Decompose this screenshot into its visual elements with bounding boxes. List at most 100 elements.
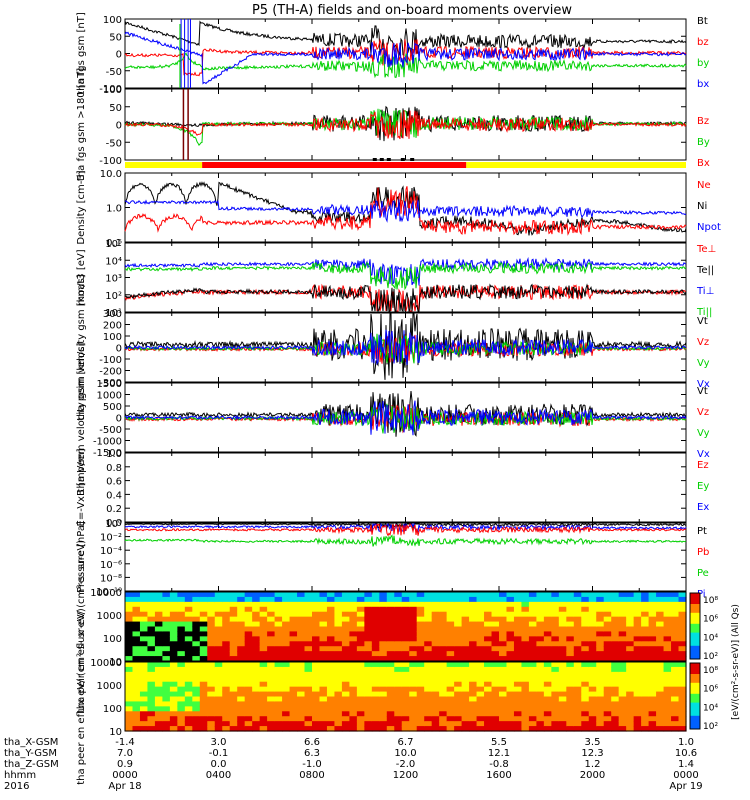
spectro-electron-cell [319,711,328,717]
spectro-electron-cell [252,671,261,678]
spectro-electron-cell [648,726,657,732]
spectro-electron-cell [588,671,597,678]
spectro-electron-cell [394,662,403,668]
spectro-ion-cell [678,601,687,608]
spectro-ion-cell [431,611,440,618]
spectro-electron-cell [521,711,530,717]
spectro-ion-cell [499,601,508,608]
spectro-ion-cell [648,641,657,647]
spectro-electron-cell [476,691,485,698]
spectro-ion-cell [125,606,134,613]
spectro-electron-cell [379,706,388,712]
spectro-electron-cell [207,696,216,703]
spectro-electron-cell [528,701,537,707]
spectro-electron-cell [461,662,470,668]
spectro-ion-cell [431,621,440,628]
spectro-ion-cell [536,651,545,657]
spectro-electron-cell [184,721,193,727]
spectro-ion-cell [551,592,560,598]
spectro-electron-cell [558,726,567,732]
y-tick-label: -50 [106,67,122,78]
spectro-ion-cell [259,646,268,652]
spectro-electron-cell [641,711,650,717]
spectro-electron-cell [379,671,388,678]
spectro-electron-cell [326,716,336,722]
spectro-ion-cell [386,641,395,647]
spectro-electron-cell [184,671,193,678]
spectro-ion-cell [364,631,373,637]
spectro-electron-cell [199,662,208,668]
spectro-ion-cell [543,601,552,608]
spectro-electron-cell [154,666,163,673]
spectro-ion-cell [371,601,380,608]
spectro-ion-cell [394,596,403,603]
spectro-electron-cell [154,691,163,698]
spectro-electron-cell [611,686,620,693]
spectro-electron-cell [521,716,530,722]
spectro-ion-cell [499,656,508,662]
spectro-ion-cell [125,651,134,657]
colorbar-cell [690,696,700,699]
colorbar-cell [690,637,700,640]
spectro-electron-cell [154,662,163,668]
y-tick-label: 0 [116,414,122,425]
spectro-ion-cell [267,636,276,642]
spectro-electron-cell [147,716,156,722]
spectro-ion-cell [671,646,680,652]
spectro-electron-cell [214,711,223,717]
spectro-ion-cell [633,646,642,652]
spectro-ion-cell [349,611,358,618]
y-tick-label: 500 [103,402,122,413]
legend-ti||: Ti|| [696,307,712,318]
spectro-electron-cell [304,662,313,668]
spectro-ion-cell [573,606,582,613]
spectro-ion-cell [596,596,605,603]
spectro-electron-cell [356,691,365,698]
spectro-electron-cell [326,662,336,668]
spectro-ion-cell [588,616,597,623]
mode-bar-segment-2 [202,162,467,168]
spectro-electron-cell [334,711,343,717]
spectro-electron-cell [386,671,395,678]
spectro-ion-cell [641,611,650,618]
spectro-ion-cell [611,656,620,662]
spectro-electron-cell [633,716,642,722]
spectro-ion-cell [349,616,358,623]
colorbar-cell [690,700,700,704]
spectro-electron-cell [618,681,627,688]
spectro-ion-cell [566,626,575,633]
spectro-electron-cell [641,706,650,712]
spectro-ion-cell [551,611,560,618]
spectro-electron-cell [491,716,500,722]
spectro-ion-cell [409,631,418,637]
spectro-electron-cell [603,716,612,722]
spectro-ion-cell [304,616,313,623]
spectro-electron-cell [671,662,680,668]
spectro-electron-cell [356,716,365,722]
spectro-electron-cell [334,696,343,703]
spectro-ion-cell [334,592,343,598]
colorbar-cell [690,720,700,723]
spectro-electron-cell [506,681,515,688]
colorbar-tick-label: 10⁸ [703,596,718,606]
spectro-ion-cell [139,616,149,623]
spectro-ion-cell [439,626,448,633]
spectro-electron-cell [229,691,238,698]
spectro-ion-cell [596,611,605,618]
spectro-ion-cell [581,636,590,642]
spectro-ion-cell [184,656,193,662]
y-tick-label: 10 [109,657,122,668]
spectro-ion-cell [267,621,276,628]
x-row-value: 2000 [580,770,605,781]
spectro-electron-cell [326,681,336,688]
y-tick-label: 200 [103,321,122,332]
spectro-electron-cell [543,666,552,673]
spectro-ion-cell [633,631,642,637]
spectro-electron-cell [349,681,358,688]
spectro-electron-cell [543,686,552,693]
spectro-electron-cell [267,706,276,712]
spectro-ion-cell [207,596,216,603]
spectro-electron-cell [663,676,672,683]
spectro-electron-cell [499,716,508,722]
spectro-electron-cell [446,676,455,683]
